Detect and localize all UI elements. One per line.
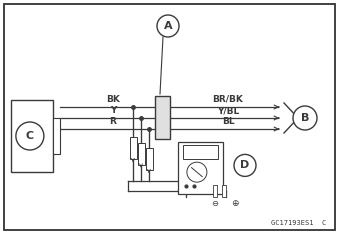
- Bar: [178, 142, 223, 194]
- Circle shape: [293, 106, 317, 130]
- Circle shape: [187, 162, 207, 182]
- Text: Y/BL: Y/BL: [217, 106, 239, 115]
- Text: ⊕: ⊕: [231, 199, 239, 208]
- Text: ⊖: ⊖: [212, 199, 219, 208]
- Bar: [213, 185, 217, 197]
- Bar: [129, 137, 137, 159]
- Bar: [138, 143, 144, 165]
- Circle shape: [234, 154, 256, 176]
- Text: C: C: [26, 131, 34, 141]
- Text: B: B: [301, 113, 309, 123]
- Bar: [155, 96, 170, 139]
- Text: GC17193ES1  C: GC17193ES1 C: [271, 220, 326, 226]
- Bar: [145, 148, 153, 170]
- Text: R: R: [109, 117, 116, 126]
- Text: BR/BK: BR/BK: [213, 95, 243, 104]
- Bar: [222, 185, 226, 197]
- Bar: [53, 118, 60, 154]
- Text: BK: BK: [106, 95, 120, 104]
- Bar: [183, 145, 218, 159]
- Text: BL: BL: [222, 117, 234, 126]
- Circle shape: [157, 15, 179, 37]
- Text: Y: Y: [110, 106, 116, 115]
- Circle shape: [16, 122, 44, 150]
- Text: A: A: [164, 21, 172, 31]
- Text: D: D: [240, 160, 250, 170]
- Bar: [11, 100, 53, 172]
